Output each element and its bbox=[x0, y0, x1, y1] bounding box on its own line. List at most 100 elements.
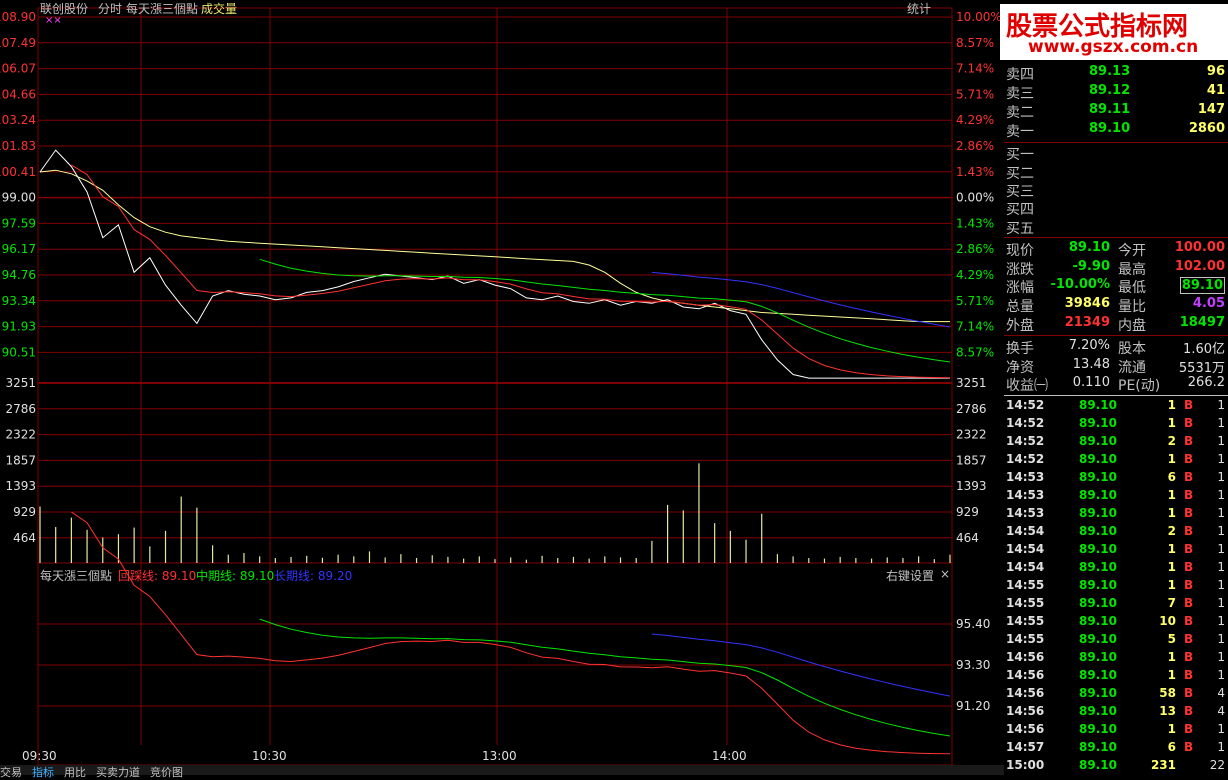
quote-value: 21349 bbox=[1064, 315, 1110, 330]
tick-time: 14:52 bbox=[1006, 452, 1045, 466]
percent-axis-label: 7.14% bbox=[956, 62, 994, 76]
tick-time: 14:55 bbox=[1006, 614, 1045, 628]
percent-axis-label: 4.29% bbox=[956, 113, 994, 127]
volume-label[interactable]: 成交量 bbox=[201, 2, 238, 16]
tick-direction: B bbox=[1184, 470, 1194, 484]
stats-button[interactable]: 统计 bbox=[907, 2, 932, 16]
price-axis-label: 93.34 bbox=[2, 294, 36, 308]
tick-time: 14:57 bbox=[1006, 740, 1045, 754]
tick-time: 15:00 bbox=[1006, 758, 1045, 772]
finance-label: 收益㈠ bbox=[1006, 378, 1048, 394]
logo-url: www.gszx.com.cn bbox=[1028, 37, 1199, 57]
tick-count: 22 bbox=[1209, 758, 1225, 772]
tick-volume: 6 bbox=[1167, 470, 1176, 484]
indicator-name[interactable]: 每天漲三個點 bbox=[126, 2, 199, 16]
finance-label: PE(动) bbox=[1118, 378, 1161, 394]
price-axis-label: 106.07 bbox=[0, 62, 36, 76]
percent-axis-label: 5.71% bbox=[956, 294, 994, 308]
quote-value: -10.00% bbox=[1050, 277, 1110, 292]
tab-buy-sell-power[interactable]: 买卖力道 bbox=[96, 766, 140, 779]
tab-ratio[interactable]: 用比 bbox=[64, 766, 86, 779]
stock-name: 联创股份 bbox=[40, 2, 89, 16]
finance-value: 13.48 bbox=[1072, 357, 1110, 372]
close-icon[interactable]: × bbox=[940, 567, 951, 581]
tick-volume: 6 bbox=[1167, 740, 1176, 754]
volume-axis-label: 929 bbox=[13, 505, 36, 519]
volume-axis-label: 929 bbox=[956, 505, 979, 519]
tick-volume: 1 bbox=[1167, 506, 1176, 520]
tick-price: 89.10 bbox=[1079, 398, 1117, 412]
tick-volume: 231 bbox=[1150, 758, 1176, 772]
price-axis-label: 97.59 bbox=[2, 216, 36, 230]
ask-price: 89.10 bbox=[1089, 121, 1131, 136]
indicator-long-term-line bbox=[651, 633, 951, 697]
tick-direction: B bbox=[1184, 722, 1194, 736]
tick-count: 1 bbox=[1217, 668, 1225, 682]
price-axis-label: 108.90 bbox=[0, 10, 36, 24]
quote-label: 涨跌 bbox=[1006, 262, 1034, 278]
ask-label: 卖四 bbox=[1006, 67, 1034, 83]
tick-volume: 1 bbox=[1167, 560, 1176, 574]
tick-time: 14:56 bbox=[1006, 650, 1045, 664]
tick-count: 1 bbox=[1217, 452, 1225, 466]
quote-value: 89.10 bbox=[1179, 277, 1225, 294]
tick-count: 1 bbox=[1217, 524, 1225, 538]
quote-value: 102.00 bbox=[1174, 259, 1225, 274]
tick-price: 89.10 bbox=[1079, 524, 1117, 538]
percent-axis-label: 1.43% bbox=[956, 165, 994, 179]
tick-price: 89.10 bbox=[1079, 740, 1117, 754]
tick-direction: B bbox=[1184, 434, 1194, 448]
time-axis-label: 10:30 bbox=[252, 749, 287, 763]
price-axis-label: 103.24 bbox=[0, 113, 36, 127]
tick-volume: 2 bbox=[1167, 434, 1176, 448]
quote-label: 外盘 bbox=[1006, 318, 1034, 334]
tab-indicator[interactable]: 指标 bbox=[32, 766, 54, 779]
chart-canvas[interactable]: 108.90 10.00% 107.49 8.57% 106.07 7.14% 104.66… bbox=[0, 0, 1004, 775]
tick-time: 14:52 bbox=[1006, 434, 1045, 448]
quote-value: 39846 bbox=[1064, 296, 1110, 311]
ask-volume: 2860 bbox=[1188, 121, 1225, 136]
tick-direction: B bbox=[1184, 596, 1194, 610]
tab-trade[interactable]: 交易 bbox=[0, 766, 22, 779]
tick-direction: B bbox=[1184, 506, 1194, 520]
chart-mode[interactable]: 分时 bbox=[98, 2, 123, 16]
tick-time: 14:53 bbox=[1006, 488, 1045, 502]
chart-frame bbox=[37, 7, 953, 766]
tick-time: 14:55 bbox=[1006, 578, 1045, 592]
long-term-line-label: 长期线: 89.20 bbox=[274, 569, 353, 583]
avg-price-line bbox=[39, 169, 950, 323]
tick-price: 89.10 bbox=[1079, 668, 1117, 682]
finance-label: 股本 bbox=[1118, 341, 1146, 357]
tick-time: 14:54 bbox=[1006, 542, 1045, 556]
percent-axis-label: 4.29% bbox=[956, 268, 994, 282]
tick-direction: B bbox=[1184, 578, 1194, 592]
order-book-divider bbox=[1004, 142, 1228, 143]
finance-value: 5531万 bbox=[1178, 361, 1225, 376]
volume-axis-label: 1857 bbox=[5, 453, 36, 467]
tick-direction: B bbox=[1184, 452, 1194, 466]
quote-label: 涨幅 bbox=[1006, 280, 1034, 296]
percent-axis-label: 8.57% bbox=[956, 36, 994, 50]
percent-axis-label: 2.86% bbox=[956, 242, 994, 256]
tick-price: 89.10 bbox=[1079, 632, 1117, 646]
mid-term-line bbox=[259, 258, 951, 363]
ask-volume: 96 bbox=[1206, 64, 1225, 79]
finance-value: 266.2 bbox=[1187, 375, 1225, 390]
tick-price: 89.10 bbox=[1079, 578, 1117, 592]
quote-divider bbox=[1004, 237, 1228, 238]
tick-time: 14:56 bbox=[1006, 704, 1045, 718]
percent-axis-label: 10.00% bbox=[956, 10, 1002, 24]
tick-count: 1 bbox=[1217, 560, 1225, 574]
finance-label: 换手 bbox=[1006, 341, 1034, 357]
tab-auction[interactable]: 竞价图 bbox=[150, 766, 183, 779]
volume-axis-label: 1393 bbox=[956, 479, 987, 493]
right-click-settings[interactable]: 右键设置 bbox=[886, 569, 935, 583]
ask-price: 89.13 bbox=[1089, 64, 1131, 79]
tick-time: 14:56 bbox=[1006, 668, 1045, 682]
indicator-mid-term-line bbox=[259, 618, 951, 737]
quote-value: 4.05 bbox=[1192, 296, 1225, 311]
volume-axis-label: 2322 bbox=[5, 428, 36, 442]
tick-price: 89.10 bbox=[1079, 560, 1117, 574]
tick-volume: 1 bbox=[1167, 398, 1176, 412]
tick-count: 1 bbox=[1217, 488, 1225, 502]
